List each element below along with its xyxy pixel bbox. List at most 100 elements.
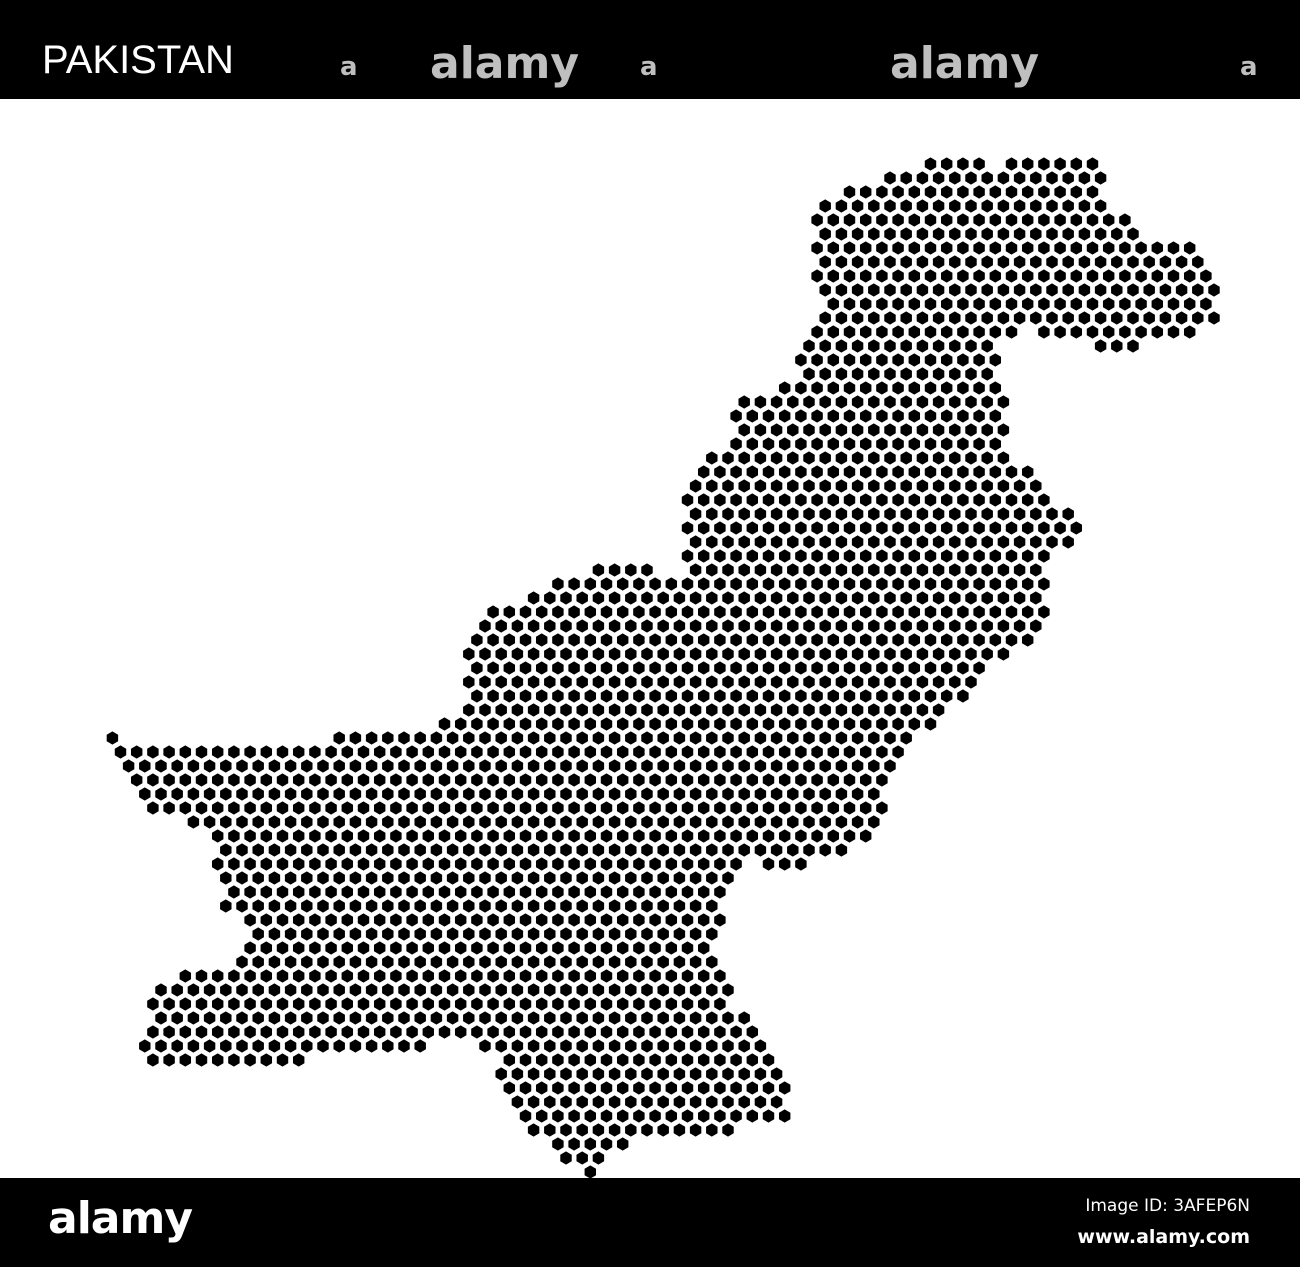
hex-dot	[568, 1137, 580, 1151]
hex-dot	[1030, 311, 1042, 325]
hex-dot	[673, 787, 686, 801]
hex-dot	[487, 605, 499, 619]
hex-dot	[973, 661, 985, 675]
hex-dot	[616, 1081, 629, 1095]
hex-dot	[787, 507, 799, 521]
hex-dot	[689, 871, 702, 885]
hex-dot	[697, 689, 710, 703]
hex-dot	[333, 1011, 345, 1025]
hex-dot	[430, 871, 443, 885]
hex-dot	[333, 759, 345, 773]
hex-dot	[803, 479, 815, 493]
hex-dot	[568, 997, 580, 1011]
hex-dot	[535, 1081, 548, 1095]
hex-dot	[722, 731, 734, 745]
hex-dot	[1151, 241, 1164, 255]
hex-dot	[762, 1109, 775, 1123]
hex-dot	[495, 787, 507, 801]
hex-dot	[479, 899, 491, 913]
hex-dot	[957, 297, 969, 311]
hex-dot	[560, 591, 572, 605]
hex-dot	[301, 759, 313, 773]
hex-dot	[220, 1039, 232, 1053]
hex-dot	[1135, 297, 1147, 311]
hex-dot	[625, 703, 637, 717]
hex-dot	[706, 591, 718, 605]
hex-dot	[1127, 283, 1139, 297]
hex-dot	[1127, 255, 1139, 269]
hex-dot	[876, 661, 888, 675]
hex-dot	[187, 787, 200, 801]
hex-dot	[1102, 325, 1115, 339]
hex-dot	[835, 535, 848, 549]
hex-dot	[503, 745, 516, 759]
hex-dot	[697, 661, 710, 675]
hex-dot	[276, 1025, 289, 1039]
hex-dot	[535, 913, 548, 927]
hex-dot	[1021, 185, 1034, 199]
hex-dot	[665, 1109, 678, 1123]
hex-dot	[908, 213, 921, 227]
hex-dot	[697, 913, 710, 927]
hex-dot	[827, 465, 840, 479]
hex-dot	[1078, 283, 1091, 297]
hex-dot	[633, 745, 645, 759]
hex-dot	[552, 1025, 564, 1039]
hex-dot	[552, 857, 564, 871]
hex-dot	[738, 619, 750, 633]
hex-dot	[924, 409, 937, 423]
hex-dot	[495, 731, 507, 745]
hex-dot	[843, 297, 856, 311]
hex-dot	[973, 353, 985, 367]
hex-dot	[228, 829, 240, 843]
hex-dot	[382, 955, 394, 969]
hex-dot	[414, 899, 426, 913]
hex-dot	[876, 689, 888, 703]
hex-dot	[187, 815, 200, 829]
hex-dot	[795, 409, 807, 423]
hex-dot	[1054, 325, 1066, 339]
hex-dot	[641, 647, 653, 661]
hex-dot	[657, 675, 669, 689]
hex-dot	[495, 1039, 507, 1053]
hex-dot	[365, 843, 378, 857]
hex-dot	[770, 1067, 783, 1081]
hex-dot	[706, 1095, 718, 1109]
hex-dot	[268, 899, 281, 913]
hex-dot	[673, 759, 686, 773]
hex-dot	[244, 1025, 256, 1039]
hex-dot	[276, 801, 289, 815]
hex-dot	[341, 745, 354, 759]
hex-dot	[519, 1053, 532, 1067]
hex-dot	[1119, 269, 1131, 283]
hex-dot	[835, 507, 848, 521]
hex-dot	[592, 1095, 605, 1109]
hex-dot	[268, 815, 281, 829]
hex-dot	[900, 339, 912, 353]
hex-dot	[1005, 325, 1018, 339]
hex-dot	[746, 801, 759, 815]
hex-dot	[924, 269, 937, 283]
hex-dot	[697, 829, 710, 843]
hex-dot	[511, 815, 524, 829]
hex-dot	[706, 731, 718, 745]
hex-dot	[616, 661, 629, 675]
hex-dot	[195, 969, 208, 983]
hex-dot	[884, 759, 896, 773]
hex-dot	[341, 997, 354, 1011]
hex-dot	[851, 563, 864, 577]
hex-dot	[730, 1109, 742, 1123]
hex-dot	[1021, 269, 1034, 283]
hex-dot	[908, 493, 921, 507]
hex-dot	[382, 787, 394, 801]
hex-dot	[981, 507, 993, 521]
hex-dot	[211, 773, 224, 787]
hex-dot	[471, 801, 483, 815]
hex-dot	[633, 801, 645, 815]
hex-dot	[730, 493, 742, 507]
hex-dot	[463, 927, 475, 941]
hex-dot	[973, 577, 985, 591]
hex-dot	[357, 969, 370, 983]
hex-dot	[843, 745, 856, 759]
hex-dot	[527, 787, 540, 801]
